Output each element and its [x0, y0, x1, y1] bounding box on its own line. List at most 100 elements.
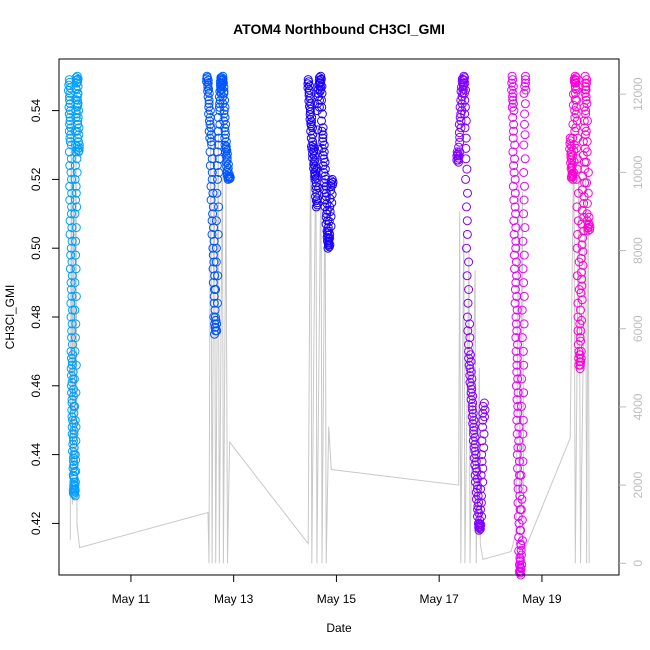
data-point [511, 333, 521, 343]
data-point [511, 257, 521, 267]
x-tick-label: May 15 [317, 592, 357, 606]
data-point [456, 116, 466, 126]
data-point [213, 298, 222, 308]
data-point [512, 415, 522, 425]
data-point [510, 154, 519, 164]
data-point [581, 157, 591, 167]
data-point [70, 401, 80, 411]
data-point [468, 419, 478, 429]
data-point [324, 236, 334, 246]
data-point [72, 141, 82, 151]
data-point [455, 132, 465, 142]
data-point [212, 188, 222, 198]
data-point [72, 202, 82, 212]
data-point [517, 515, 527, 525]
data-point [327, 174, 337, 184]
data-point [583, 168, 593, 177]
data-point [513, 408, 523, 418]
data-point [568, 100, 578, 110]
data-point [510, 264, 519, 274]
data-point [67, 319, 77, 329]
data-point [571, 109, 581, 119]
data-point [66, 250, 76, 260]
chart-title: ATOM4 Northbound CH3Cl_GMI [233, 21, 445, 37]
data-point [305, 115, 315, 124]
data-point [581, 109, 591, 119]
data-point [475, 521, 485, 531]
data-point [509, 161, 519, 171]
data-point [207, 229, 217, 239]
data-point [465, 319, 475, 329]
data-point [71, 188, 81, 198]
data-point [513, 484, 523, 494]
data-point [221, 151, 231, 161]
y-tick-label: 0.42 [29, 511, 43, 535]
data-point [462, 164, 472, 174]
data-point [324, 216, 334, 226]
data-point [206, 137, 216, 147]
data-point [206, 181, 216, 191]
data-point [583, 221, 593, 230]
data-point [326, 221, 336, 231]
data-point [582, 199, 592, 208]
data-point [66, 243, 76, 253]
data-point [520, 99, 530, 109]
data-point [325, 233, 335, 243]
data-point [478, 422, 487, 432]
data-point [71, 455, 81, 465]
data-point [469, 443, 479, 453]
data-point [568, 174, 578, 184]
data-point [71, 195, 80, 205]
data-point [516, 443, 526, 453]
data-point [217, 80, 227, 90]
data-point [508, 133, 518, 143]
data-point [316, 75, 326, 85]
data-point [71, 73, 81, 83]
y-tick-label: 0.54 [29, 99, 43, 123]
data-point [211, 315, 221, 325]
y-axis-label: CH3Cl_GMI [3, 285, 17, 350]
data-point [477, 450, 487, 460]
data-point [72, 168, 82, 177]
data-point [70, 305, 80, 315]
data-point [569, 77, 579, 87]
data-point [576, 254, 586, 263]
data-point [462, 216, 472, 226]
data-point [517, 401, 526, 411]
data-point [65, 229, 75, 239]
flight-series-4 [452, 71, 490, 535]
data-point [219, 82, 229, 92]
data-point [510, 298, 520, 308]
data-point [66, 285, 76, 294]
data-point [209, 298, 219, 308]
data-point [326, 185, 336, 195]
data-point [508, 181, 518, 191]
data-point [71, 264, 81, 274]
data-point [510, 174, 520, 184]
data-point [573, 133, 583, 143]
data-point [71, 360, 81, 370]
data-point [571, 78, 581, 88]
data-point [572, 95, 582, 105]
data-point [520, 181, 529, 191]
data-point [318, 133, 328, 143]
data-point [520, 154, 530, 164]
x-tick-label: May 19 [522, 592, 562, 606]
data-point [572, 143, 581, 153]
data-point [208, 243, 218, 253]
data-point [516, 470, 526, 480]
data-point [74, 140, 84, 150]
data-point [467, 405, 477, 415]
data-point [207, 140, 217, 150]
data-point [65, 264, 75, 274]
data-point [508, 88, 518, 98]
data-point [582, 147, 592, 157]
data-point [521, 78, 530, 88]
data-point [67, 291, 77, 301]
data-point [462, 271, 472, 281]
data-point [68, 305, 77, 315]
data-point [463, 298, 473, 308]
data-point [508, 113, 518, 122]
data-point [73, 116, 83, 126]
data-point [512, 360, 522, 370]
